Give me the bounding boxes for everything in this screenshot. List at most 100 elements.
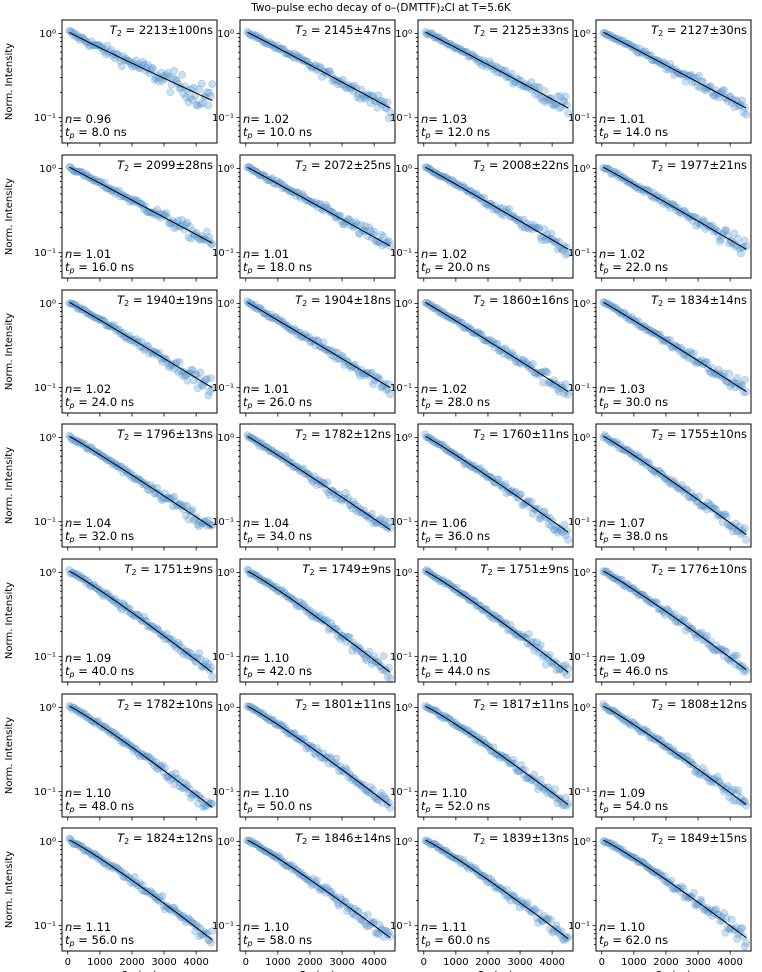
n-annotation: n= 1.01: [599, 112, 645, 126]
data-point: [556, 92, 565, 101]
data-point: [170, 224, 179, 233]
t2-annotation: T2 = 2145±47ns: [295, 23, 391, 38]
data-point: [709, 91, 718, 100]
y-tick-label: 10⁻¹: [212, 652, 234, 663]
tp-annotation: tp = 8.0 ns: [65, 125, 127, 140]
data-point: [739, 108, 748, 117]
data-point: [361, 94, 370, 103]
data-point: [265, 312, 274, 321]
tp-annotation: tp = 34.0 ns: [243, 529, 312, 544]
data-point: [205, 233, 214, 242]
tp-annotation: tp = 20.0 ns: [421, 260, 490, 275]
y-tick-label: 10⁻¹: [34, 517, 56, 528]
data-point: [725, 239, 734, 248]
data-point: [379, 232, 388, 241]
data-point: [718, 87, 727, 95]
data-point: [196, 99, 205, 108]
n-annotation: n= 1.03: [421, 112, 467, 126]
data-point: [203, 227, 211, 236]
data-point: [158, 892, 167, 900]
tp-annotation: tp = 32.0 ns: [65, 529, 134, 544]
y-tick-label: 10⁰: [39, 568, 56, 579]
tp-annotation: tp = 48.0 ns: [65, 799, 134, 814]
fit-line: [69, 166, 213, 244]
y-tick-label: 10⁻¹: [568, 517, 590, 528]
y-tick-label: 10⁻¹: [390, 517, 412, 528]
data-point: [543, 368, 552, 377]
data-point: [547, 916, 556, 924]
y-tick-label: 10⁰: [217, 29, 234, 40]
y-tick-label: 10⁻¹: [390, 113, 412, 124]
data-point: [738, 96, 747, 105]
plot-frame: [61, 154, 218, 279]
fit-line: [247, 301, 391, 389]
t2-annotation: T2 = 2099±28ns: [117, 158, 213, 173]
t2-annotation: T2 = 1749±9ns: [302, 562, 391, 577]
data-point: [562, 671, 571, 680]
t2-annotation: T2 = 1839±13ns: [473, 831, 569, 846]
y-tick-label: 10⁰: [573, 703, 590, 714]
data-point: [737, 249, 745, 258]
data-point: [555, 104, 563, 113]
data-point: [328, 77, 337, 86]
n-annotation: n= 1.09: [65, 651, 111, 665]
data-point: [545, 650, 554, 659]
data-point: [286, 325, 295, 334]
data-point: [205, 387, 214, 396]
y-tick-label: 10⁰: [217, 837, 234, 848]
x-tick-label: 2000: [297, 957, 322, 968]
fit-line: [247, 31, 391, 109]
n-annotation: n= 0.96: [65, 112, 111, 126]
data-point: [384, 114, 393, 123]
t2-annotation: T2 = 2125±33ns: [473, 23, 569, 38]
data-point: [740, 524, 749, 533]
y-axis-label: Norm. Intensity: [4, 717, 15, 794]
t2-annotation: T2 = 1817±11ns: [473, 697, 569, 712]
t2-annotation: T2 = 1977±21ns: [651, 158, 747, 173]
tp-annotation: tp = 44.0 ns: [421, 664, 490, 679]
y-tick-label: 10⁻¹: [34, 113, 56, 124]
t2-annotation: T2 = 1824±12ns: [117, 831, 213, 846]
tp-annotation: tp = 60.0 ns: [421, 933, 490, 948]
data-point: [161, 764, 169, 772]
data-point: [421, 299, 430, 307]
data-point: [356, 94, 364, 103]
data-point: [203, 375, 211, 384]
data-point: [505, 204, 514, 213]
plot-frame: [239, 289, 396, 414]
data-point: [599, 29, 608, 37]
tp-annotation: tp = 28.0 ns: [421, 395, 490, 410]
data-point: [509, 79, 518, 88]
data-point: [199, 99, 207, 108]
data-point: [149, 65, 158, 73]
data-point: [353, 93, 362, 101]
data-point: [742, 938, 751, 947]
plot-frame: [239, 19, 396, 144]
data-point: [175, 358, 184, 367]
y-tick-label: 10⁻¹: [568, 248, 590, 259]
y-tick-label: 10⁰: [217, 568, 234, 579]
data-point: [539, 96, 548, 105]
x-tick-label: 3000: [685, 957, 710, 968]
data-point: [535, 223, 544, 232]
y-axis-label: Norm. Intensity: [4, 447, 15, 524]
data-point: [357, 221, 366, 229]
plot-frame: [239, 154, 396, 279]
data-point: [540, 87, 549, 95]
data-point: [208, 799, 217, 808]
data-point: [188, 95, 197, 104]
x-tick-label: 4000: [717, 957, 742, 968]
y-tick-label: 10⁰: [39, 433, 56, 444]
data-point: [188, 505, 197, 514]
data-point: [178, 70, 186, 79]
y-tick-label: 10⁻¹: [390, 652, 412, 663]
fit-line: [247, 166, 391, 247]
n-annotation: n= 1.02: [599, 247, 645, 261]
